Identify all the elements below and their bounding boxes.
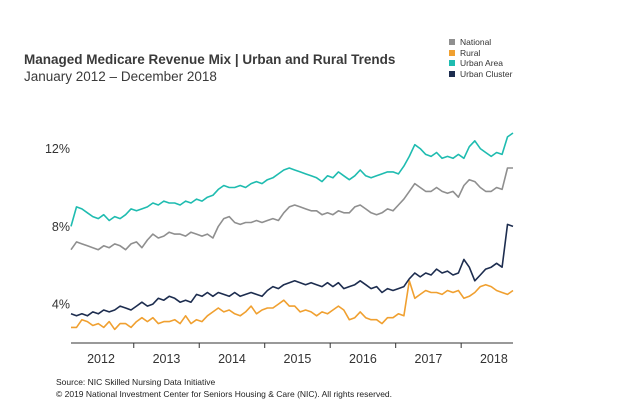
x-tick-label: 2013: [153, 352, 181, 366]
copyright-note: © 2019 National Investment Center for Se…: [56, 389, 393, 399]
legend-item: National: [449, 37, 512, 48]
series-lines: [70, 132, 514, 331]
y-tick-label: 12%: [45, 142, 70, 156]
legend-label: Rural: [460, 47, 481, 58]
chart-title: Managed Medicare Revenue Mix | Urban and…: [24, 52, 396, 67]
legend-item: Urban Area: [449, 58, 512, 69]
y-tick-label: 8%: [52, 220, 70, 234]
legend-label: National: [460, 37, 492, 48]
series-line-urban-area: [70, 132, 514, 227]
x-tick-label: 2017: [415, 352, 443, 366]
legend-label: Urban Area: [460, 58, 503, 69]
legend: National Rural Urban Area Urban Cluster: [449, 37, 512, 79]
x-tick-label: 2012: [87, 352, 115, 366]
x-tick-label: 2014: [218, 352, 246, 366]
legend-swatch: [449, 39, 455, 46]
chart-subtitle: January 2012 – December 2018: [24, 69, 217, 84]
legend-swatch: [449, 70, 455, 77]
y-axis-ticks: 4% 8% 12%: [45, 142, 70, 312]
y-tick-label: 4%: [52, 298, 70, 312]
x-tick-label: 2015: [284, 352, 312, 366]
legend-item: Urban Cluster: [449, 69, 512, 80]
x-tick-label: 2016: [349, 352, 377, 366]
legend-label: Urban Cluster: [460, 68, 513, 79]
legend-item: Rural: [449, 48, 512, 59]
series-line-urban-cluster: [70, 223, 514, 317]
series-line-national: [70, 167, 513, 251]
series-line-rural: [71, 279, 514, 331]
x-tick-label: 2018: [480, 352, 508, 366]
legend-swatch: [449, 60, 455, 67]
source-note: Source: NIC Skilled Nursing Data Initiat…: [56, 377, 216, 387]
legend-swatch: [449, 49, 455, 56]
x-axis-ticks: 2012 2013 2014 2015 2016 2017 2018: [87, 343, 508, 366]
